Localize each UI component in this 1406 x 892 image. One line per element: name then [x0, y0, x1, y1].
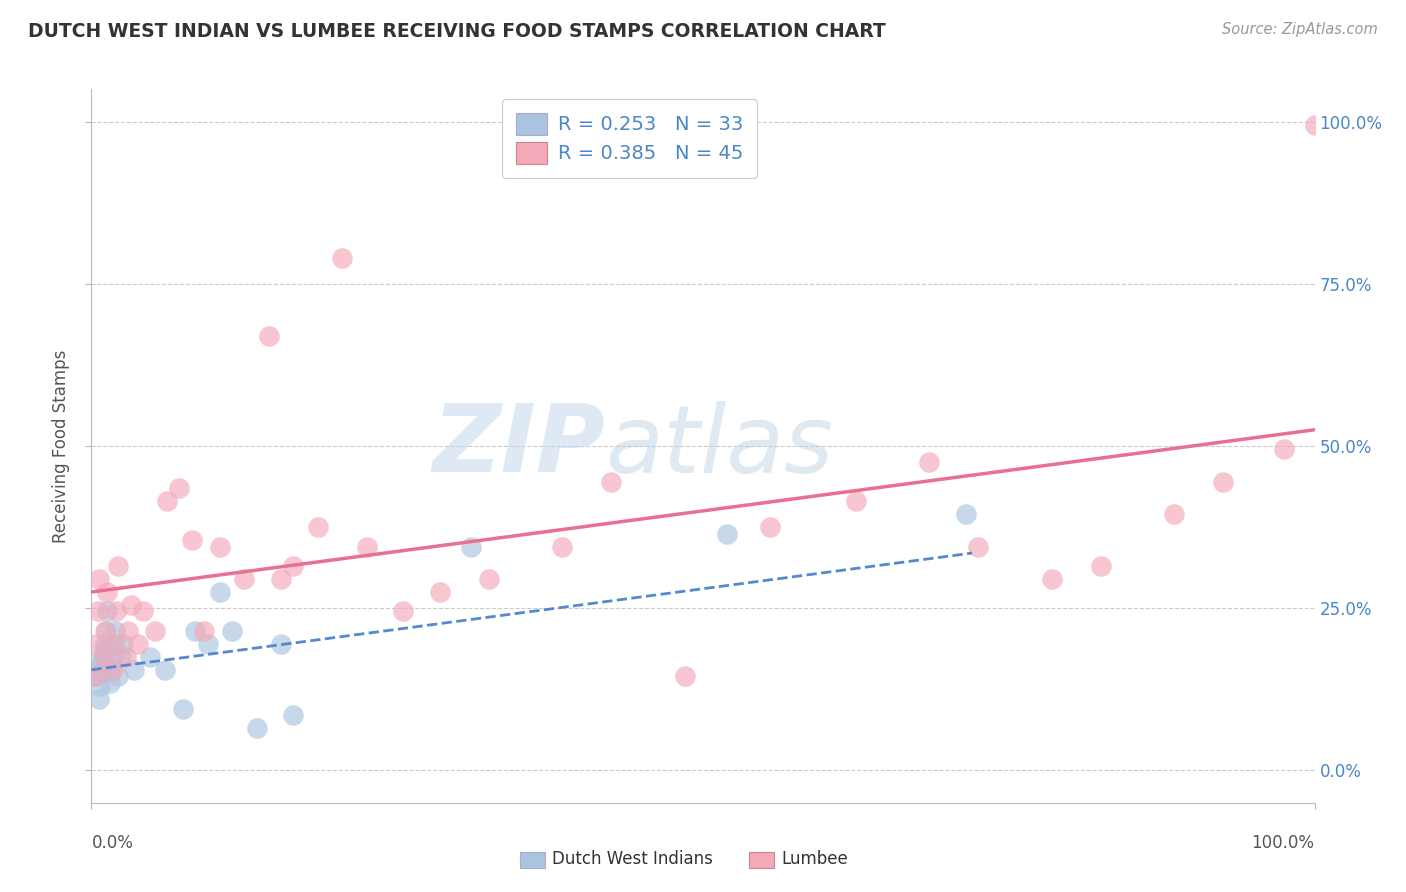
- Text: Lumbee: Lumbee: [782, 850, 848, 868]
- Point: [94, 624, 117, 638]
- Point: [112, 637, 135, 651]
- Point: [94, 637, 117, 651]
- Point: [392, 604, 415, 618]
- Point: [117, 624, 139, 638]
- Point: [1272, 442, 1295, 457]
- Point: [245, 721, 267, 735]
- Point: [84, 657, 107, 671]
- Text: Source: ZipAtlas.com: Source: ZipAtlas.com: [1222, 22, 1378, 37]
- Point: [93, 649, 115, 664]
- Text: 0.0%: 0.0%: [91, 834, 134, 852]
- Point: [96, 604, 118, 618]
- Text: atlas: atlas: [605, 401, 834, 491]
- Y-axis label: Receiving Food Stamps: Receiving Food Stamps: [52, 350, 70, 542]
- Point: [759, 520, 782, 534]
- Point: [104, 604, 127, 618]
- Point: [84, 669, 107, 683]
- Point: [91, 657, 114, 671]
- Point: [184, 624, 207, 638]
- Point: [104, 637, 127, 651]
- Point: [208, 540, 231, 554]
- Point: [86, 604, 108, 618]
- Point: [716, 526, 738, 541]
- Point: [153, 663, 176, 677]
- Point: [845, 494, 868, 508]
- Point: [356, 540, 378, 554]
- Point: [104, 624, 127, 638]
- Point: [107, 669, 129, 683]
- Point: [967, 540, 990, 554]
- Point: [180, 533, 202, 547]
- Point: [94, 624, 117, 638]
- Point: [169, 481, 191, 495]
- Point: [90, 666, 112, 681]
- Point: [87, 692, 110, 706]
- Point: [107, 559, 129, 574]
- Point: [93, 649, 115, 664]
- Point: [103, 637, 125, 651]
- Point: [1212, 475, 1234, 489]
- Point: [122, 663, 145, 677]
- Legend: R = 0.253   N = 33, R = 0.385   N = 45: R = 0.253 N = 33, R = 0.385 N = 45: [502, 99, 758, 178]
- Point: [120, 598, 142, 612]
- Point: [270, 572, 292, 586]
- Point: [1303, 118, 1326, 132]
- Point: [132, 604, 155, 618]
- Point: [110, 649, 132, 664]
- Point: [100, 663, 122, 677]
- Point: [89, 679, 111, 693]
- Point: [127, 637, 149, 651]
- Point: [208, 585, 231, 599]
- Text: 100.0%: 100.0%: [1251, 834, 1315, 852]
- Point: [600, 475, 623, 489]
- Point: [84, 669, 107, 683]
- Point: [283, 708, 305, 723]
- Point: [197, 637, 219, 651]
- Point: [139, 649, 162, 664]
- Point: [96, 585, 118, 599]
- Point: [93, 643, 115, 657]
- Point: [460, 540, 482, 554]
- Point: [221, 624, 243, 638]
- Point: [257, 328, 280, 343]
- Point: [233, 572, 256, 586]
- Point: [156, 494, 179, 508]
- Point: [283, 559, 305, 574]
- Point: [330, 251, 353, 265]
- Text: Dutch West Indians: Dutch West Indians: [551, 850, 713, 868]
- Point: [673, 669, 696, 683]
- Point: [103, 663, 125, 677]
- Point: [307, 520, 329, 534]
- Text: ZIP: ZIP: [432, 400, 605, 492]
- Point: [172, 702, 194, 716]
- Point: [1040, 572, 1063, 586]
- Point: [918, 455, 941, 469]
- Point: [1090, 559, 1112, 574]
- Point: [87, 572, 110, 586]
- Point: [270, 637, 292, 651]
- Point: [143, 624, 166, 638]
- Point: [429, 585, 451, 599]
- Point: [84, 637, 107, 651]
- Point: [101, 653, 124, 667]
- Point: [1163, 507, 1185, 521]
- Point: [114, 649, 136, 664]
- Point: [193, 624, 215, 638]
- Text: DUTCH WEST INDIAN VS LUMBEE RECEIVING FOOD STAMPS CORRELATION CHART: DUTCH WEST INDIAN VS LUMBEE RECEIVING FO…: [28, 22, 886, 41]
- Point: [98, 675, 121, 690]
- Point: [478, 572, 501, 586]
- Point: [551, 540, 574, 554]
- Point: [955, 507, 977, 521]
